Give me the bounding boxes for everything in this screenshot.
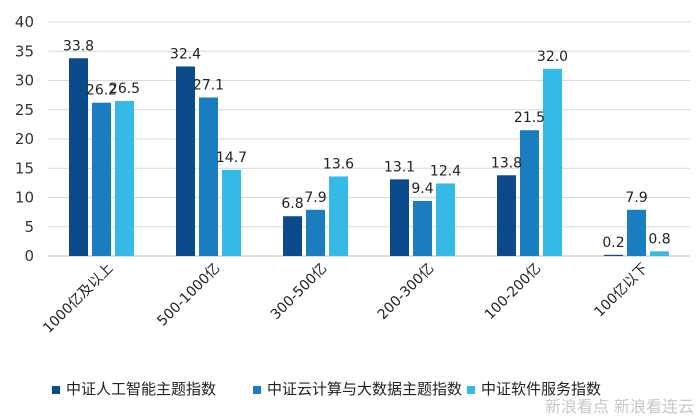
bar [604,254,623,256]
bar [650,251,669,256]
x-axis-categories: 1000亿及以上 500-1000亿 300-500亿 200-300亿 100-200… [40,261,651,337]
bar [413,201,432,256]
data-label: 0.2 [602,235,624,251]
y-tick-label: 40 [15,13,34,31]
data-label: 0.8 [648,231,670,247]
bar [436,183,455,256]
data-labels: 33.826.226.532.427.114.76.8 7.913.6 13.19.… [63,38,671,251]
bar [497,175,516,256]
bar [306,209,325,256]
legend: 中证人工智能主题指数 中证云计算与大数据主题指数 中证软件服务指数 [52,380,601,398]
y-tick-label: 0 [24,247,34,265]
legend-label: 中证软件服务指数 [481,380,601,398]
data-label: 27.1 [193,77,224,93]
bar [520,130,539,256]
data-label: 14.7 [216,150,247,166]
bar [176,66,195,257]
legend-swatch [467,386,475,394]
data-label: 6.8 [281,196,303,212]
bar [115,100,134,256]
bar [390,179,409,256]
y-tick-label: 20 [15,130,34,148]
data-label: 13.1 [384,159,415,175]
x-category-label: 200-300亿 [375,261,438,324]
y-tick-label: 10 [15,189,34,207]
y-tick-label: 5 [24,218,34,236]
data-label: 32.0 [537,49,568,65]
watermark: 新浪看点 新浪看连云 [545,397,694,416]
data-label: 33.8 [63,38,94,54]
bar [627,209,646,256]
legend-label: 中证人工智能主题指数 [66,380,216,398]
x-category-label: 1000亿及以上 [40,261,116,337]
y-tick-label: 30 [15,72,34,90]
data-label: 9.4 [411,181,433,197]
y-axis-ticks: 0 5 10 15 20 25 30 35 40 [15,13,34,265]
data-label: 26.5 [109,81,140,97]
data-label: 7.9 [625,190,647,206]
y-tick-label: 15 [15,159,34,177]
data-label: 13.6 [323,156,354,172]
data-label: 7.9 [304,190,326,206]
x-category-label: 500-1000亿 [154,261,223,330]
bar [329,176,348,256]
y-tick-label: 25 [15,101,34,119]
data-label: 32.4 [170,46,201,62]
legend-label: 中证云计算与大数据主题指数 [267,380,462,398]
bar [222,170,241,256]
legend-swatch [52,386,60,394]
x-category-label: 300-500亿 [268,261,331,324]
gridlines [48,21,690,228]
bar [283,216,302,256]
legend-swatch [253,386,261,394]
data-label: 13.8 [491,155,522,171]
x-category-label: 100-200亿 [482,261,545,324]
bar [199,97,218,256]
data-label: 12.4 [430,163,461,179]
data-label: 26.2 [86,83,117,99]
x-category-label: 100亿以下 [591,261,651,321]
bars [69,58,669,257]
bar [92,102,111,256]
y-tick-label: 35 [15,42,34,60]
bar [543,68,562,256]
data-label: 21.5 [514,110,545,126]
bar [69,58,88,256]
